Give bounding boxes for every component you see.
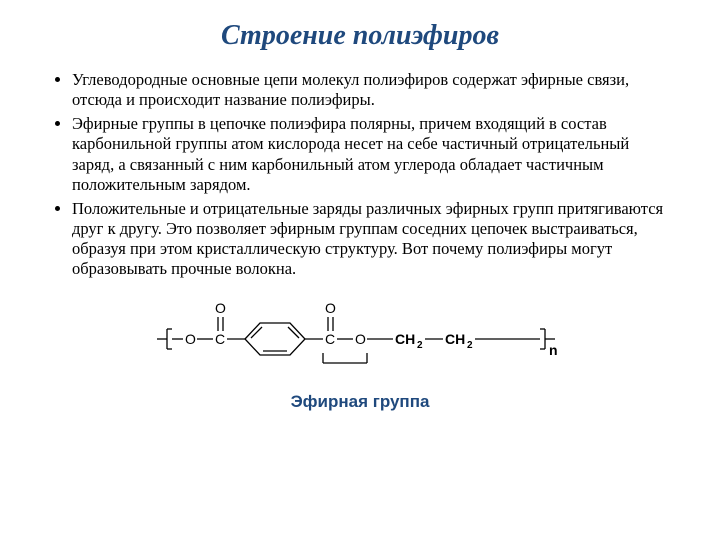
list-item: Углеводородные основные цепи молекул пол… (72, 70, 670, 110)
atom-C: C (215, 331, 225, 347)
repeat-n: n (549, 342, 558, 358)
atom-C: C (325, 331, 335, 347)
slide: Строение полиэфиров Углеводородные основ… (0, 0, 720, 540)
group-CH2-sub: 2 (467, 340, 473, 351)
diagram-container: O C O (50, 291, 670, 412)
atom-O-top: O (325, 300, 336, 316)
list-item: Положительные и отрицательные заряды раз… (72, 199, 670, 280)
atom-O: O (185, 331, 196, 347)
group-CH2: CH (445, 331, 465, 347)
chemical-structure-diagram: O C O (145, 291, 575, 386)
group-CH2: CH (395, 331, 415, 347)
slide-title: Строение полиэфиров (50, 20, 670, 52)
diagram-caption: Эфирная группа (50, 392, 670, 412)
atom-O-top: O (215, 300, 226, 316)
atom-O: O (355, 331, 366, 347)
bullet-list: Углеводородные основные цепи молекул пол… (50, 70, 670, 279)
list-item: Эфирные группы в цепочке полиэфира поляр… (72, 114, 670, 195)
group-CH2-sub: 2 (417, 340, 423, 351)
